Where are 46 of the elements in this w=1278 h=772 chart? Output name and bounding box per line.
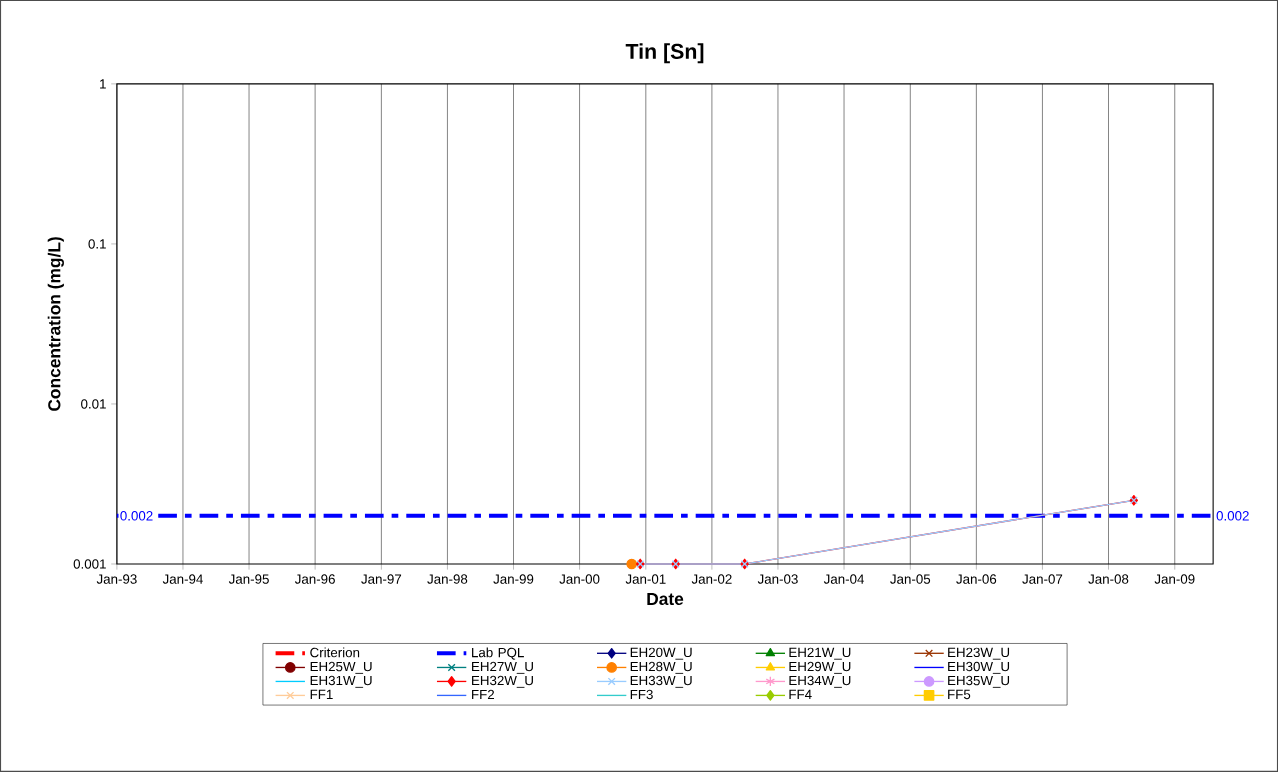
legend-label: EH35W_U [948,675,1010,688]
x-tick-label: Jan-94 [162,574,203,584]
legend-label: EH28W_U [630,661,692,674]
legend-label: EH23W_U [948,647,1010,660]
legend-label: FF5 [948,689,971,700]
y-tick-label: 0.01 [81,399,106,409]
legend-label: Criterion [310,647,360,658]
y-tick-label: 1 [100,79,106,89]
legend-label: Lab PQL [472,647,524,660]
chart-title: Tin [Sn] [625,43,704,64]
legend-label: EH32W_U [472,675,533,688]
x-tick-label: Jan-04 [823,574,865,584]
x-tick-label: Jan-96 [294,574,335,584]
x-tick-label: Jan-01 [625,574,666,584]
legend-label: FF1 [310,689,333,700]
legend-label: FF4 [789,689,812,700]
x-tick-label: Jan-98 [427,574,468,584]
legend-label: EH27W_U [472,661,533,674]
x-tick-label: Jan-05 [890,574,931,584]
x-axis-title: Date [647,593,684,606]
x-tick-label: Jan-06 [956,574,997,584]
x-tick-label: Jan-99 [493,574,534,584]
legend-label: EH31W_U [310,675,372,688]
x-tick-label: Jan-97 [361,574,402,584]
y-tick-label: 0.1 [88,239,106,249]
x-tick-label: Jan-07 [1022,574,1063,584]
legend-label: FF3 [630,689,653,700]
legend-label: EH33W_U [630,675,692,688]
x-tick-label: Jan-00 [559,574,600,584]
x-tick-label: Jan-03 [757,574,798,584]
data-label: 0.002 [120,511,153,521]
legend-label: FF2 [472,689,495,700]
y-tick-label: 0.001 [73,559,106,569]
x-tick-label: Jan-02 [691,574,732,584]
x-tick-label: Jan-09 [1154,574,1195,584]
x-tick-label: Jan-95 [228,574,269,584]
legend-label: EH20W_U [630,647,692,660]
x-tick-label: Jan-93 [96,574,137,584]
legend-label: EH34W_U [789,675,851,688]
legend-label: EH21W_U [789,647,851,660]
legend-label: EH30W_U [948,661,1010,674]
data-label: 0.002 [1216,511,1249,521]
legend-label: EH29W_U [789,661,851,674]
x-tick-label: Jan-08 [1088,574,1129,584]
legend-label: EH25W_U [310,661,372,674]
y-axis-title: Concentration (mg/L) [47,237,64,411]
